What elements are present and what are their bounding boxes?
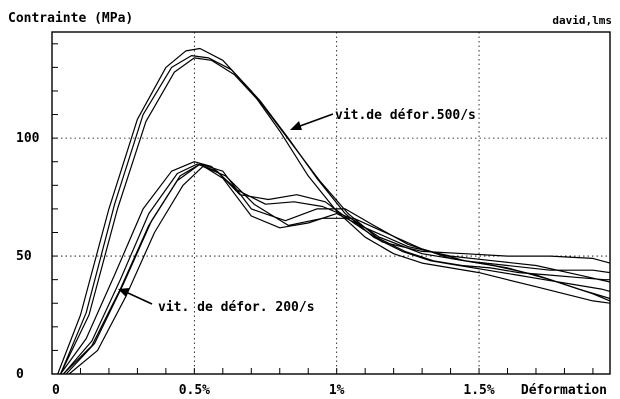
- x-tick-label-2: 1%: [329, 383, 345, 398]
- series-500-line-1: [59, 55, 611, 375]
- x-axis-label: Déformation: [521, 383, 607, 398]
- series-500-line-2: [59, 57, 610, 375]
- annotation-200-arrow: [127, 292, 153, 305]
- y-axis-label: Contrainte (MPa): [8, 11, 133, 26]
- annotation-500: vit.de défor.500/s: [290, 108, 476, 130]
- annotation-500-text: vit.de défor.500/s: [335, 108, 476, 123]
- series-200-line-4: [62, 163, 611, 375]
- y-tick-label-1: 50: [16, 249, 32, 264]
- grid: [52, 32, 610, 374]
- watermark: david,lms: [552, 14, 612, 27]
- curves: [57, 47, 611, 375]
- x-tick-label-1: 0.5%: [179, 383, 210, 398]
- annotation-200: vit. de défor. 200/s: [118, 288, 315, 315]
- series-200-line-5: [65, 163, 611, 375]
- annotation-500-arrowhead: [290, 121, 302, 130]
- plot-frame: [51, 31, 611, 375]
- y-tick-label-0: 0: [16, 367, 24, 382]
- annotation-200-text: vit. de défor. 200/s: [158, 300, 315, 315]
- series-500-line-0: [57, 47, 611, 375]
- x-tick-label-3: 1.5%: [463, 383, 494, 398]
- annotation-500-arrow: [299, 113, 334, 127]
- x-tick-label-0: 0: [52, 383, 60, 398]
- y-tick-label-2: 100: [16, 131, 40, 146]
- ticks: 0 50 100 0 0.5% 1% 1.5%: [16, 43, 594, 398]
- annotation-200-arrowhead: [118, 288, 130, 297]
- series-200-line-3: [60, 161, 611, 375]
- series-200-line-7: [68, 165, 611, 375]
